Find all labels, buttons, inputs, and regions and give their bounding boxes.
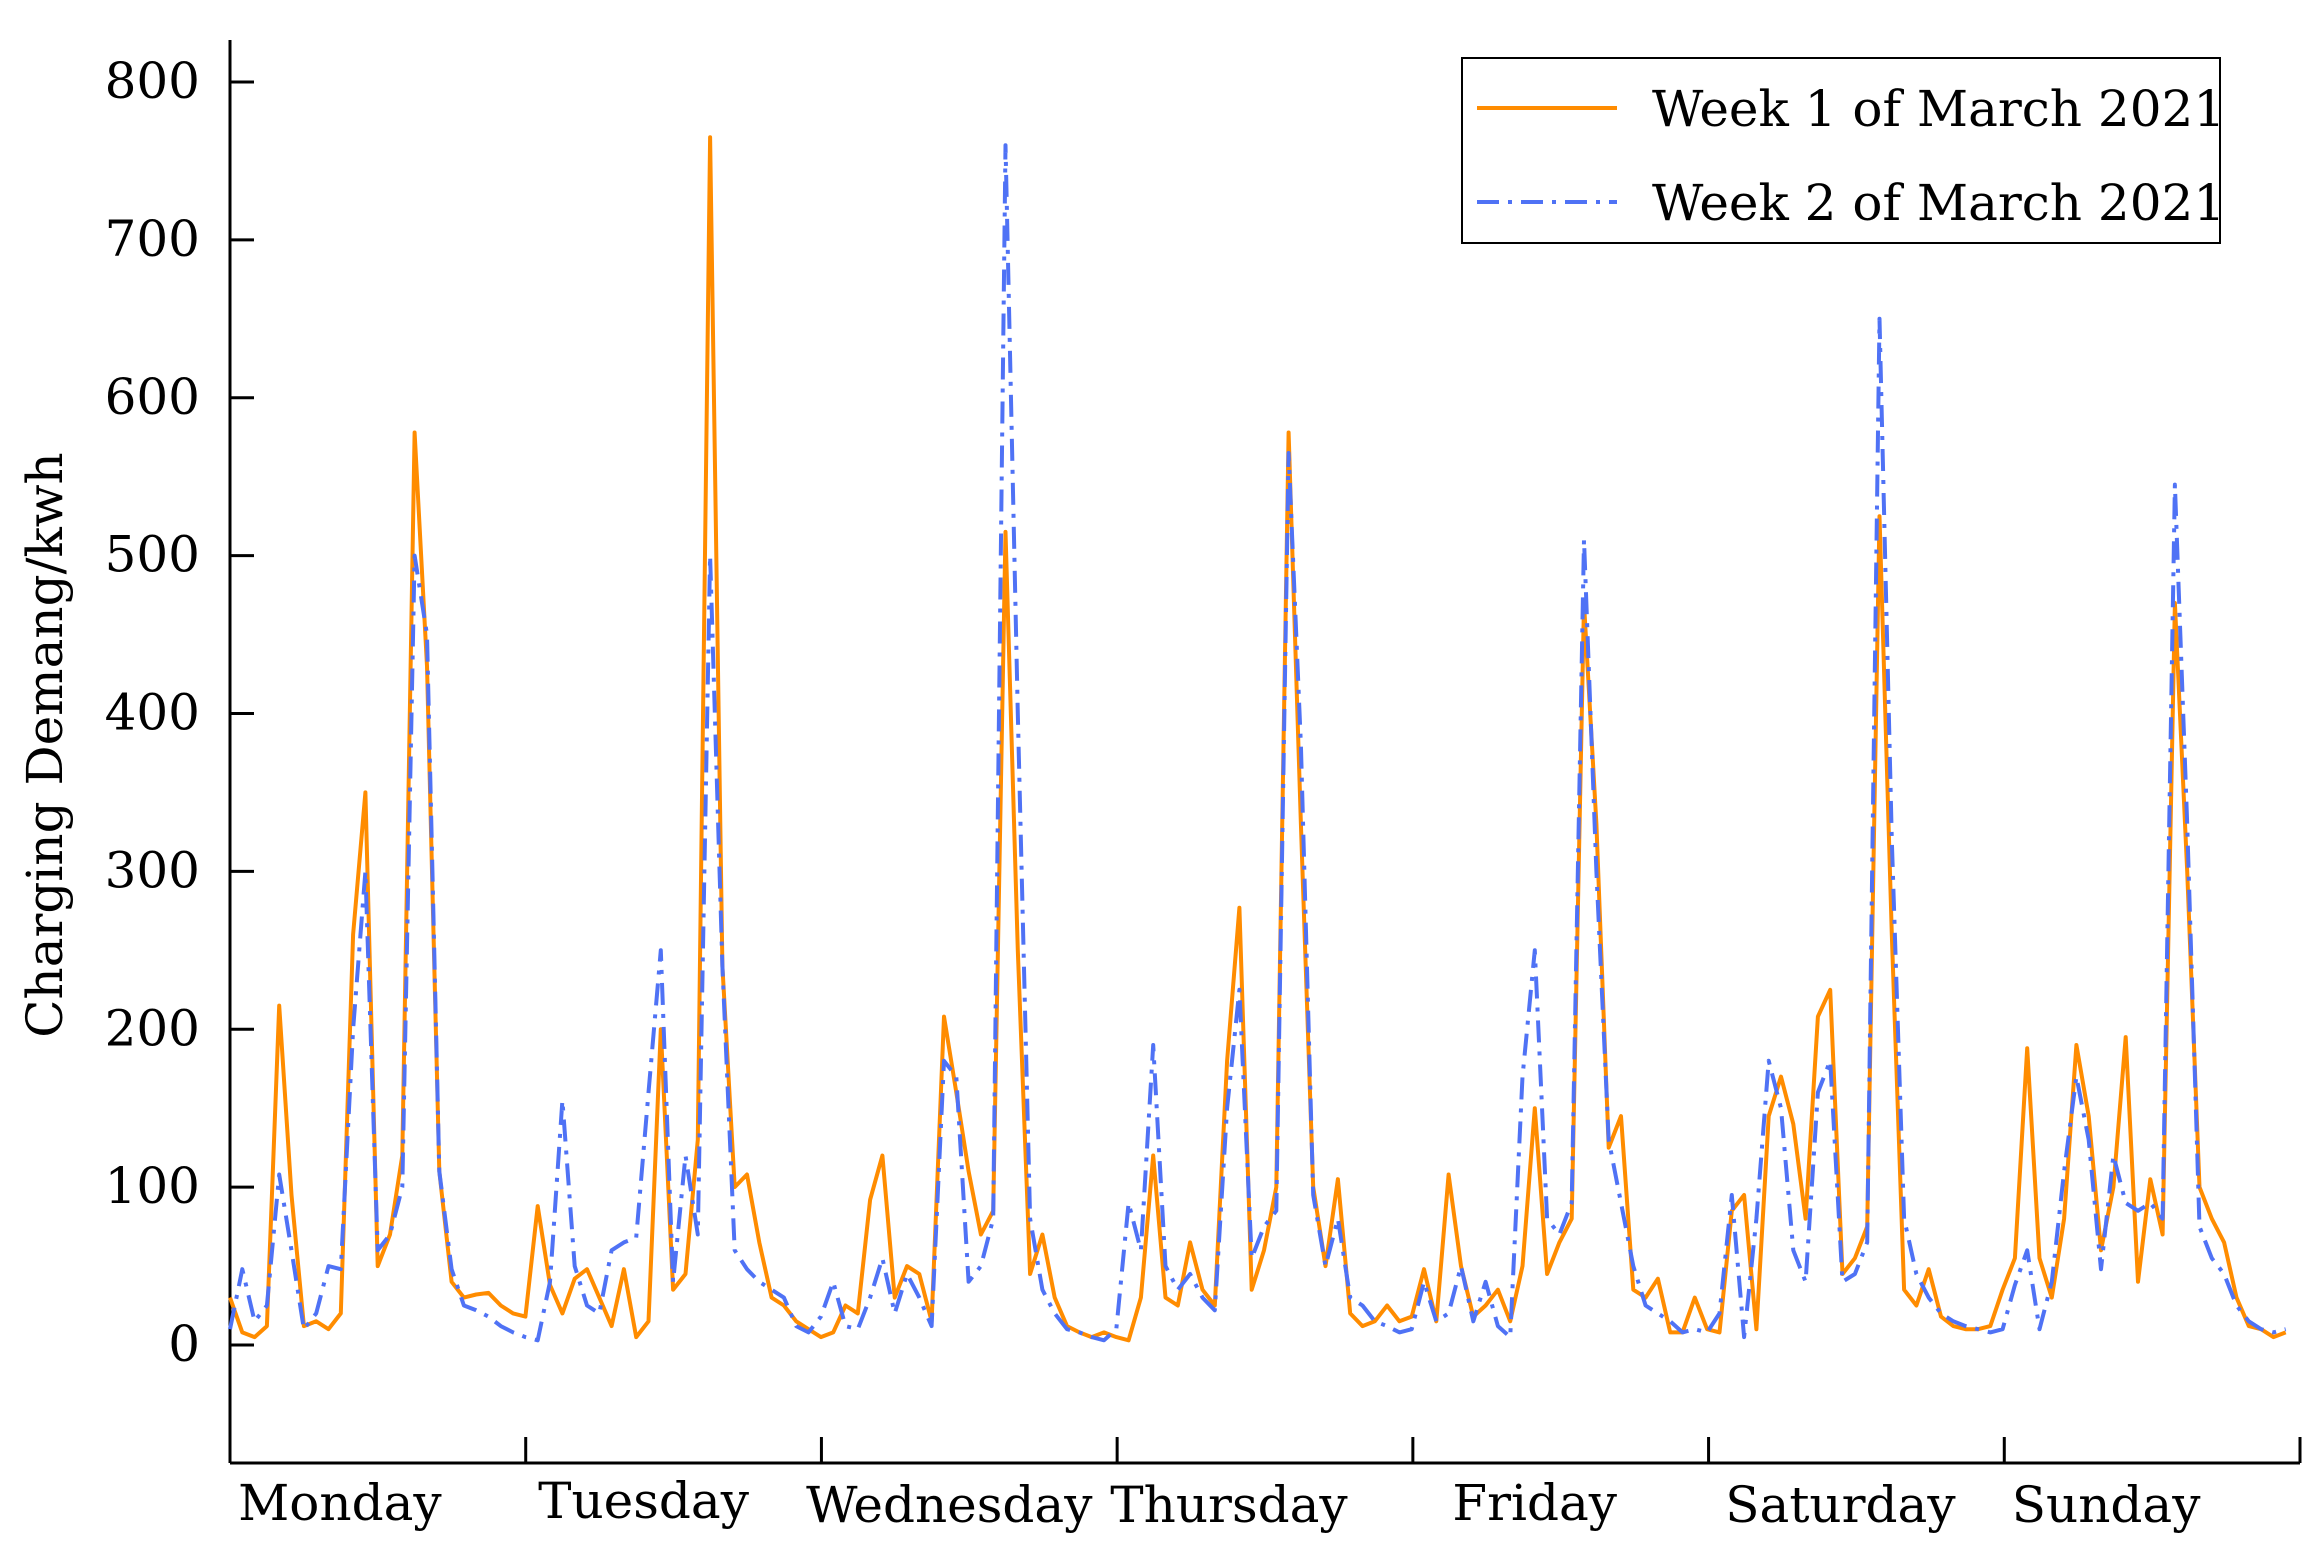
series-line-week-2 <box>228 143 2287 1343</box>
x-axis-ticks: Monday Tuesday Wednesday Thursday Friday Satu… <box>238 1437 2302 1534</box>
legend-label-week-1: Week 1 of March 2021 <box>1652 80 2225 138</box>
legend: Week 1 of March 2021 Week 2 of March 202… <box>1461 57 2225 244</box>
x-day-label: Tuesday <box>538 1472 750 1530</box>
legend-label-week-2: Week 2 of March 2021 <box>1652 174 2225 232</box>
x-day-label: Monday <box>238 1474 442 1532</box>
y-axis-ticks: 0 100 200 300 400 500 600 700 800 <box>105 52 254 1373</box>
y-tick-label: 100 <box>105 1157 200 1215</box>
x-day-label: Thursday <box>1110 1476 1348 1534</box>
x-day-label: Sunday <box>2012 1476 2201 1534</box>
legend-box <box>1461 57 2221 244</box>
y-tick-label: 500 <box>105 526 200 584</box>
y-tick-label: 700 <box>105 210 200 268</box>
series-layer <box>228 135 2287 1343</box>
x-day-label: Wednesday <box>806 1476 1093 1534</box>
x-day-label: Friday <box>1452 1474 1617 1532</box>
y-tick-label: 600 <box>105 368 200 426</box>
y-tick-label: 800 <box>105 52 200 110</box>
y-tick-label: 400 <box>105 684 200 742</box>
x-day-label: Saturday <box>1725 1476 1956 1534</box>
y-tick-label: 300 <box>105 841 200 899</box>
series-line-week-1 <box>228 135 2287 1343</box>
y-tick-label: 0 <box>168 1315 200 1373</box>
y-tick-label: 200 <box>105 999 200 1057</box>
y-axis-title: Charging Demang/kwh <box>16 452 74 1038</box>
